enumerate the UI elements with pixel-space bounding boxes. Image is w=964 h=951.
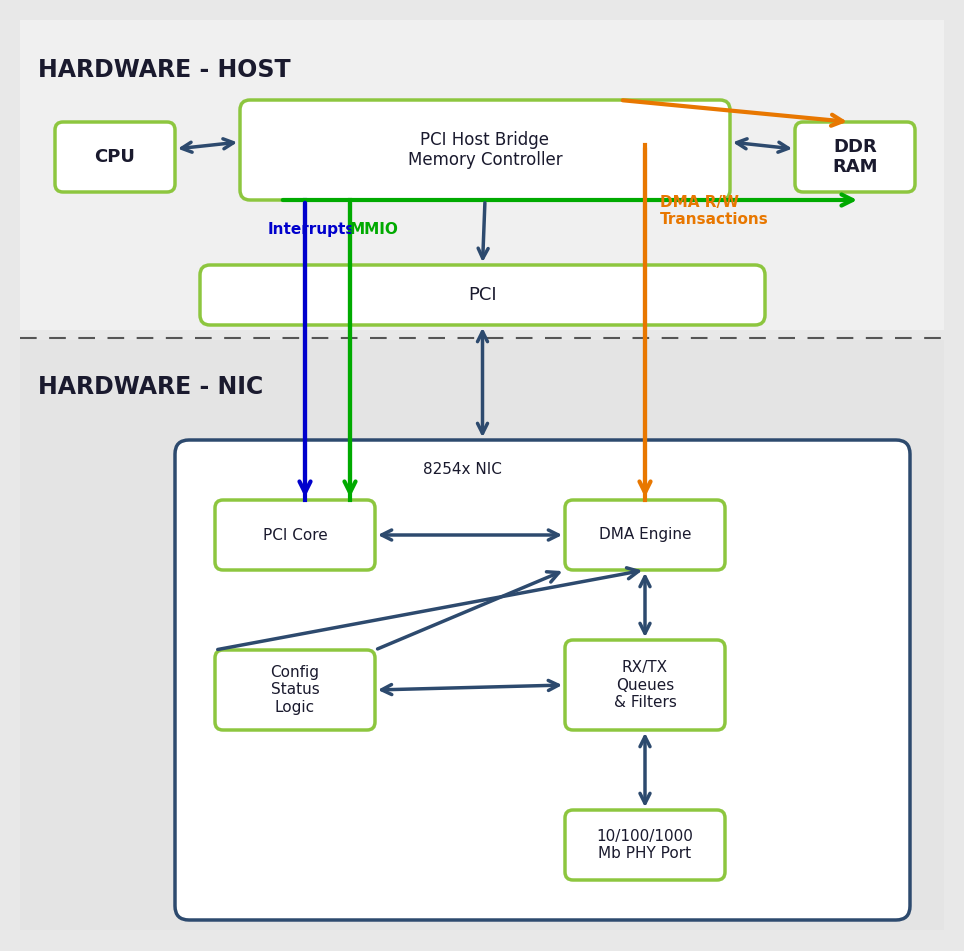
FancyBboxPatch shape — [565, 500, 725, 570]
FancyBboxPatch shape — [20, 20, 944, 330]
FancyBboxPatch shape — [240, 100, 730, 200]
Text: HARDWARE - HOST: HARDWARE - HOST — [38, 58, 290, 82]
Text: 8254x NIC: 8254x NIC — [423, 462, 502, 477]
FancyBboxPatch shape — [55, 122, 175, 192]
Text: CPU: CPU — [94, 148, 135, 166]
Text: DDR
RAM: DDR RAM — [832, 138, 878, 176]
Text: DMA Engine: DMA Engine — [599, 528, 691, 542]
Text: HARDWARE - NIC: HARDWARE - NIC — [38, 375, 263, 399]
FancyBboxPatch shape — [200, 265, 765, 325]
FancyBboxPatch shape — [175, 440, 910, 920]
FancyBboxPatch shape — [215, 500, 375, 570]
Text: MMIO: MMIO — [350, 222, 399, 237]
Text: DMA R/W
Transactions: DMA R/W Transactions — [660, 195, 768, 227]
Text: RX/TX
Queues
& Filters: RX/TX Queues & Filters — [613, 660, 677, 709]
FancyBboxPatch shape — [565, 810, 725, 880]
FancyBboxPatch shape — [565, 640, 725, 730]
Text: PCI Core: PCI Core — [262, 528, 328, 542]
FancyBboxPatch shape — [215, 650, 375, 730]
FancyBboxPatch shape — [20, 340, 944, 930]
Text: PCI: PCI — [469, 286, 496, 304]
Text: PCI Host Bridge
Memory Controller: PCI Host Bridge Memory Controller — [408, 130, 562, 169]
Text: Interrupts: Interrupts — [268, 222, 356, 237]
Text: Config
Status
Logic: Config Status Logic — [271, 665, 319, 715]
Text: 10/100/1000
Mb PHY Port: 10/100/1000 Mb PHY Port — [597, 829, 693, 862]
FancyBboxPatch shape — [795, 122, 915, 192]
